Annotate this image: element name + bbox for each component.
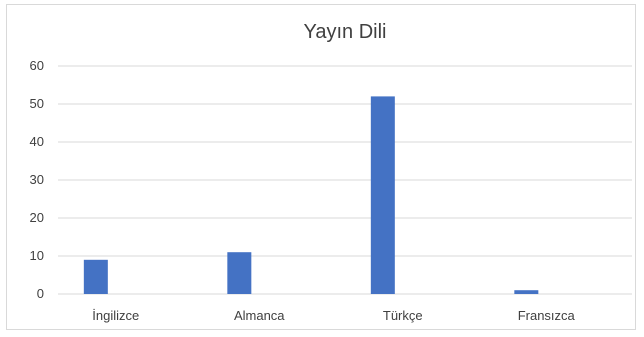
x-category-label: Almanca — [234, 308, 285, 323]
x-axis-categories: İngilizce Almanca Türkçe Fransızca — [92, 308, 575, 323]
gridlines — [58, 65, 632, 295]
bar-3 — [514, 290, 539, 294]
y-tick-label: 50 — [30, 96, 44, 111]
x-category-label: Türkçe — [383, 308, 423, 323]
x-category-label: Fransızca — [518, 308, 576, 323]
y-tick-label: 30 — [30, 172, 44, 187]
bar-1 — [227, 252, 252, 294]
chart-frame — [6, 4, 636, 330]
y-axis-ticks: 0 10 20 30 40 50 60 — [30, 58, 44, 301]
bars — [83, 96, 539, 295]
bar-0 — [83, 259, 108, 294]
x-category-label: İngilizce — [92, 308, 139, 323]
y-tick-label: 0 — [37, 286, 44, 301]
chart-title: Yayın Dili — [304, 21, 387, 43]
y-tick-label: 40 — [30, 134, 44, 149]
y-tick-label: 10 — [30, 248, 44, 263]
bar-2 — [370, 96, 395, 295]
y-tick-label: 20 — [30, 210, 44, 225]
y-tick-label: 60 — [30, 58, 44, 73]
